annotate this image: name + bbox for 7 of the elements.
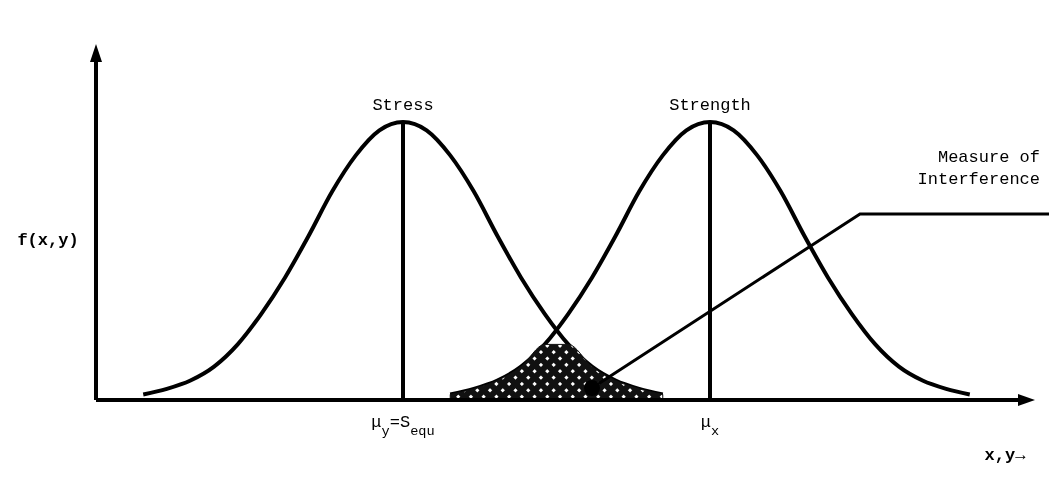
y-axis-title: f(x,y) (17, 231, 79, 250)
annotation: Measure of Interference (917, 148, 1040, 189)
series-label: Stress (372, 96, 434, 115)
series-label: Strength (669, 96, 751, 115)
x-axis-title: x,y→ (984, 446, 1027, 465)
x-tick-label: μ$_{y}$=S$_{equ}$ (371, 413, 435, 439)
x-tick-label: μ$_{x}$ (700, 413, 720, 439)
